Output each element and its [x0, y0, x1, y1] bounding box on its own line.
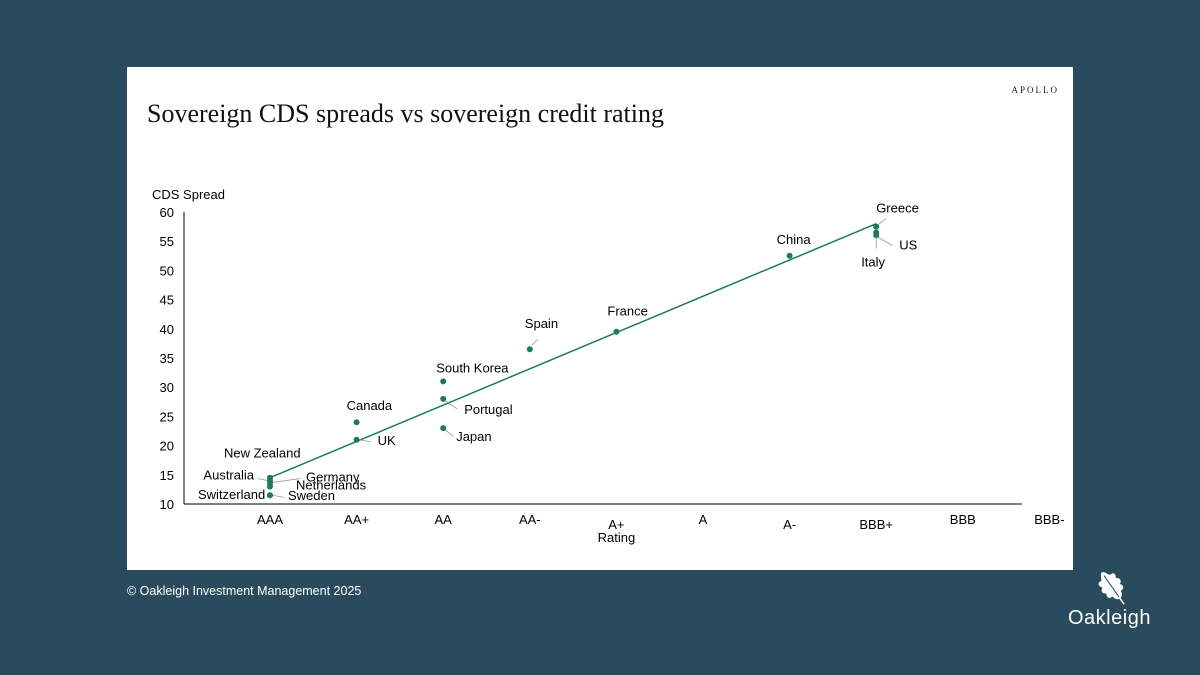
- data-label: Canada: [347, 398, 393, 413]
- data-point: [873, 223, 880, 230]
- data-label: Germany: [306, 470, 360, 485]
- y-tick-label: 20: [160, 439, 174, 454]
- data-point: [440, 395, 447, 402]
- y-axis-label: CDS Spread: [152, 187, 225, 202]
- x-tick-label: AA: [435, 512, 453, 527]
- oak-leaf-icon: [1098, 572, 1125, 605]
- data-label: Portugal: [464, 402, 513, 417]
- data-label: Greece: [876, 201, 919, 216]
- label-leader-line: [257, 478, 269, 482]
- data-point: [267, 492, 273, 499]
- x-tick-label: AA+: [344, 512, 369, 527]
- data-point: [786, 252, 793, 259]
- y-tick-label: 15: [160, 468, 174, 483]
- y-tick-label: 10: [160, 497, 174, 512]
- data-label: New Zealand: [224, 446, 301, 461]
- data-point: [353, 419, 360, 426]
- label-leader-line: [358, 439, 371, 443]
- data-label: Australia: [203, 468, 254, 483]
- x-tick-label: BBB+: [859, 517, 893, 532]
- data-point: [267, 483, 273, 490]
- label-leader-line: [877, 218, 887, 225]
- chart-card: APOLLO Sovereign CDS spreads vs sovereig…: [127, 67, 1073, 570]
- x-tick-label: A-: [783, 517, 796, 532]
- data-label: US: [899, 237, 917, 252]
- x-axis-label: Rating: [598, 530, 636, 545]
- x-tick-label: AA-: [519, 512, 541, 527]
- data-label: Netherlands: [296, 477, 367, 492]
- data-label: Spain: [525, 316, 558, 331]
- data-label: France: [607, 304, 647, 319]
- y-tick-label: 60: [160, 205, 174, 220]
- label-leader-line: [878, 237, 893, 246]
- trend-line: [269, 222, 877, 479]
- label-leader-line: [531, 338, 539, 346]
- copyright-footer: © Oakleigh Investment Management 2025: [127, 584, 362, 598]
- data-label: Sweden: [288, 488, 335, 503]
- y-tick-label: 25: [160, 409, 174, 424]
- label-leader-line: [444, 429, 454, 437]
- x-tick-label: AAA: [257, 512, 283, 527]
- data-point: [440, 378, 447, 385]
- label-leader-line: [271, 478, 301, 483]
- y-tick-label: 30: [160, 380, 174, 395]
- y-tick-label: 50: [160, 263, 174, 278]
- data-point: [526, 346, 533, 353]
- oakleigh-logo: Oakleigh: [1060, 565, 1160, 635]
- x-tick-label: A+: [608, 517, 624, 532]
- data-label: UK: [378, 433, 396, 448]
- logo-wordmark: Oakleigh: [1068, 607, 1151, 629]
- label-leader-line: [444, 400, 458, 410]
- data-label: Switzerland: [198, 487, 265, 502]
- data-label: China: [777, 232, 812, 247]
- y-tick-label: 40: [160, 322, 174, 337]
- data-point: [873, 229, 880, 236]
- chart-title: Sovereign CDS spreads vs sovereign credi…: [147, 99, 665, 128]
- brand-logo: APOLLO: [1011, 85, 1059, 95]
- data-point: [613, 328, 620, 335]
- data-label: South Korea: [436, 360, 509, 375]
- y-tick-label: 45: [160, 293, 174, 308]
- data-label: Japan: [456, 429, 491, 444]
- y-tick-label: 35: [160, 351, 174, 366]
- x-tick-label: A: [699, 512, 708, 527]
- data-label: Italy: [861, 254, 885, 269]
- x-tick-label: BBB: [950, 512, 976, 527]
- data-point: [353, 436, 360, 443]
- label-leader-line: [271, 494, 285, 498]
- y-tick-label: 55: [160, 234, 174, 249]
- data-point: [440, 425, 447, 432]
- x-tick-label: BBB-: [1034, 512, 1064, 527]
